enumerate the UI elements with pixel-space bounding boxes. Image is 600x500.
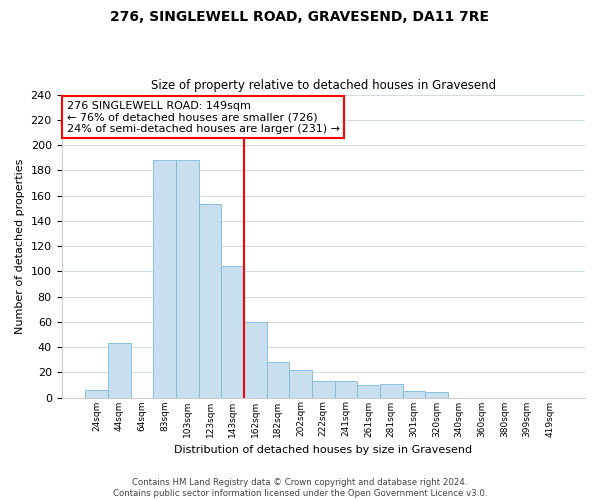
Bar <box>154 160 176 398</box>
Bar <box>199 204 221 398</box>
Bar <box>85 390 108 398</box>
Text: 276 SINGLEWELL ROAD: 149sqm
← 76% of detached houses are smaller (726)
24% of se: 276 SINGLEWELL ROAD: 149sqm ← 76% of det… <box>67 100 340 134</box>
Title: Size of property relative to detached houses in Gravesend: Size of property relative to detached ho… <box>151 79 496 92</box>
Bar <box>357 385 380 398</box>
Y-axis label: Number of detached properties: Number of detached properties <box>15 158 25 334</box>
Bar <box>312 381 335 398</box>
Text: Contains HM Land Registry data © Crown copyright and database right 2024.
Contai: Contains HM Land Registry data © Crown c… <box>113 478 487 498</box>
Bar <box>221 266 244 398</box>
Bar <box>425 392 448 398</box>
Bar <box>244 322 266 398</box>
Text: 276, SINGLEWELL ROAD, GRAVESEND, DA11 7RE: 276, SINGLEWELL ROAD, GRAVESEND, DA11 7R… <box>110 10 490 24</box>
Bar <box>266 362 289 398</box>
Bar <box>108 343 131 398</box>
Bar <box>380 384 403 398</box>
X-axis label: Distribution of detached houses by size in Gravesend: Distribution of detached houses by size … <box>174 445 472 455</box>
Bar <box>176 160 199 398</box>
Bar <box>289 370 312 398</box>
Bar <box>403 391 425 398</box>
Bar <box>335 381 357 398</box>
